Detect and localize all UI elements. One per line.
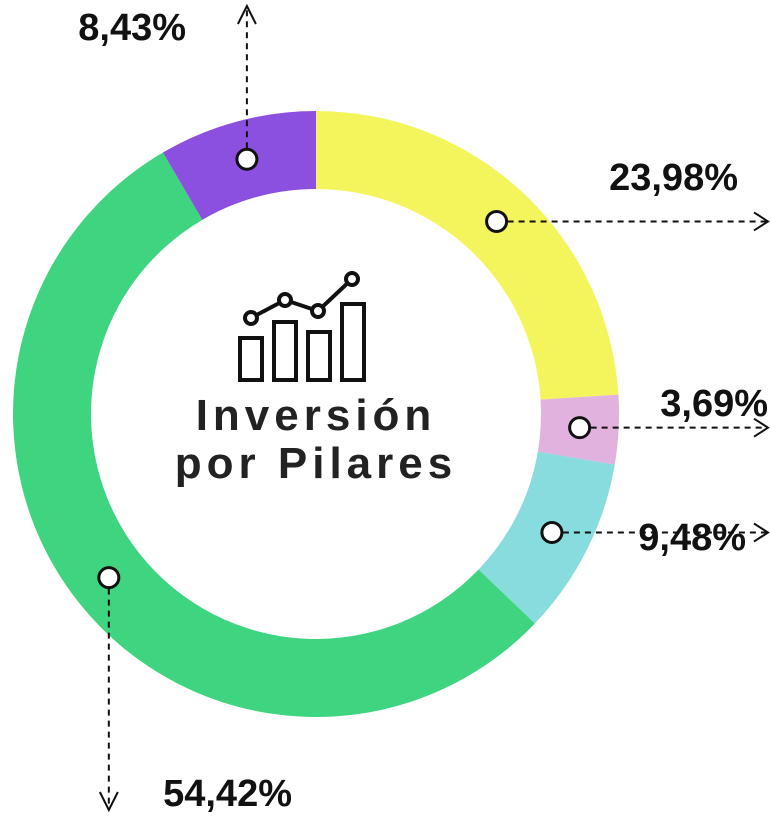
data-label: 54,42% <box>163 773 292 815</box>
callout-arrow <box>753 211 770 232</box>
callout-dot <box>568 416 592 440</box>
data-label: 8,43% <box>78 7 186 49</box>
callout-dot <box>235 147 259 171</box>
slice <box>316 111 619 400</box>
callout-dot <box>540 521 564 545</box>
data-label: 9,48% <box>638 517 746 559</box>
callout-arrow <box>237 3 257 25</box>
data-label: 23,98% <box>609 157 738 199</box>
callout-arrow <box>753 522 770 543</box>
chart-title: Inversión por Pilares <box>174 391 458 488</box>
chart-icon <box>238 271 366 382</box>
callout-dot <box>97 566 121 590</box>
callout-arrow <box>753 417 770 438</box>
data-label: 3,69% <box>660 383 768 425</box>
callout-arrow <box>98 791 119 813</box>
callout-dot <box>485 209 509 233</box>
slice <box>12 152 535 718</box>
